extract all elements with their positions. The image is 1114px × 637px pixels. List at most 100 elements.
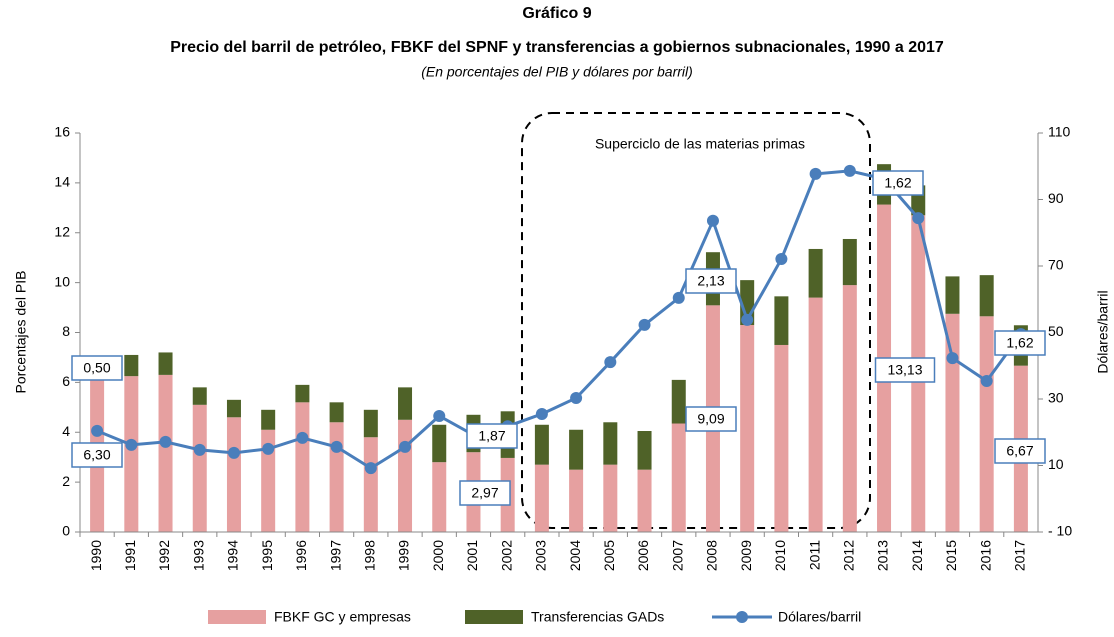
bar <box>979 316 994 532</box>
bar <box>192 387 207 405</box>
marker <box>912 212 925 225</box>
value-label: 1,87 <box>478 428 505 444</box>
bar <box>226 417 241 532</box>
value-label-box <box>874 357 936 383</box>
legend-swatch <box>736 611 748 623</box>
marker <box>125 438 138 451</box>
bar <box>192 404 207 532</box>
x-tick-label: 2001 <box>464 540 480 571</box>
x-tick-label: 1995 <box>259 540 275 571</box>
marker <box>433 409 446 422</box>
bar <box>774 296 789 345</box>
marker <box>330 440 343 453</box>
bar <box>740 325 755 532</box>
legend-label: Dólares/barril <box>778 609 861 625</box>
marker <box>91 424 104 437</box>
y2-tick-label: 30 <box>1048 390 1064 406</box>
bar <box>432 462 447 532</box>
bar <box>774 344 789 532</box>
value-label: 0,50 <box>83 360 110 376</box>
bar <box>329 422 344 532</box>
bar <box>124 376 139 532</box>
value-label-box <box>685 406 737 432</box>
marker <box>193 443 206 456</box>
x-tick-label: 1994 <box>225 540 241 571</box>
x-tick-label: 2014 <box>909 540 925 571</box>
bar <box>329 402 344 423</box>
marker <box>604 356 617 369</box>
x-tick-label: 2003 <box>533 540 549 571</box>
marker <box>227 446 240 459</box>
x-tick-label: 1990 <box>88 540 104 571</box>
y2-tick-label: 10 <box>1048 456 1064 472</box>
y-tick-label: 16 <box>54 124 70 140</box>
legend-swatch <box>208 610 266 624</box>
marker <box>946 352 959 365</box>
bar <box>534 464 549 532</box>
value-label-box <box>685 268 737 294</box>
x-tick-label: 2012 <box>841 540 857 571</box>
bar <box>295 402 310 532</box>
y2-tick-label: 90 <box>1048 190 1064 206</box>
marker <box>364 462 377 475</box>
legend-label: Transferencias GADs <box>531 609 664 625</box>
bar <box>979 275 994 317</box>
x-tick-label: 1996 <box>293 540 309 571</box>
bar <box>295 384 310 403</box>
legend-label: FBKF GC y empresas <box>274 609 411 625</box>
x-tick-label: 2013 <box>875 540 891 571</box>
bar <box>603 422 618 465</box>
chart-note: (En porcentajes del PIB y dólares por ba… <box>421 64 693 80</box>
bar <box>534 424 549 465</box>
y-tick-label: 0 <box>62 523 70 539</box>
x-tick-label: 1991 <box>122 540 138 571</box>
value-label-box <box>459 480 511 506</box>
bar <box>226 399 241 418</box>
x-tick-label: 2005 <box>601 540 617 571</box>
y-tick-label: 14 <box>54 174 70 190</box>
x-tick-label: 1999 <box>396 540 412 571</box>
bar <box>945 313 960 532</box>
value-label-box <box>994 438 1046 464</box>
x-tick-label: 2015 <box>943 540 959 571</box>
marker <box>262 442 275 455</box>
x-tick-label: 2007 <box>669 540 685 571</box>
x-tick-label: 2017 <box>1012 540 1028 571</box>
bar <box>398 419 413 532</box>
chart-subtitle: Precio del barril de petróleo, FBKF del … <box>170 39 944 56</box>
bar <box>637 469 652 532</box>
y-tick-label: 6 <box>62 373 70 389</box>
annotation: Superciclo de las materias primas <box>595 136 805 152</box>
bar <box>671 379 686 424</box>
marker <box>980 375 993 388</box>
bar <box>261 429 276 532</box>
y2-axis-label: Dólares/barril <box>1095 290 1111 373</box>
value-label: 1,62 <box>1006 335 1033 351</box>
marker <box>741 313 754 326</box>
bar <box>808 248 823 298</box>
chart-title: Gráfico 9 <box>522 5 591 22</box>
y-tick-label: 10 <box>54 273 70 289</box>
x-tick-label: 2002 <box>498 540 514 571</box>
y-axis-label: Porcentajes del PIB <box>13 271 29 394</box>
value-label: 9,09 <box>697 411 724 427</box>
bar <box>363 437 378 532</box>
bar <box>363 409 378 438</box>
bar <box>261 409 276 430</box>
bar <box>945 276 960 314</box>
bar <box>158 352 173 375</box>
y2-tick-label: 70 <box>1048 257 1064 273</box>
x-tick-label: 2006 <box>635 540 651 571</box>
x-tick-label: 2016 <box>977 540 993 571</box>
bar <box>432 424 447 463</box>
x-tick-label: 1993 <box>190 540 206 571</box>
y2-tick-label: 110 <box>1048 124 1071 140</box>
value-label: 6,30 <box>83 447 110 463</box>
bar <box>842 285 857 532</box>
marker <box>159 435 172 448</box>
marker <box>843 164 856 177</box>
x-tick-label: 2008 <box>704 540 720 571</box>
y-tick-label: 4 <box>62 423 70 439</box>
bar <box>842 238 857 286</box>
